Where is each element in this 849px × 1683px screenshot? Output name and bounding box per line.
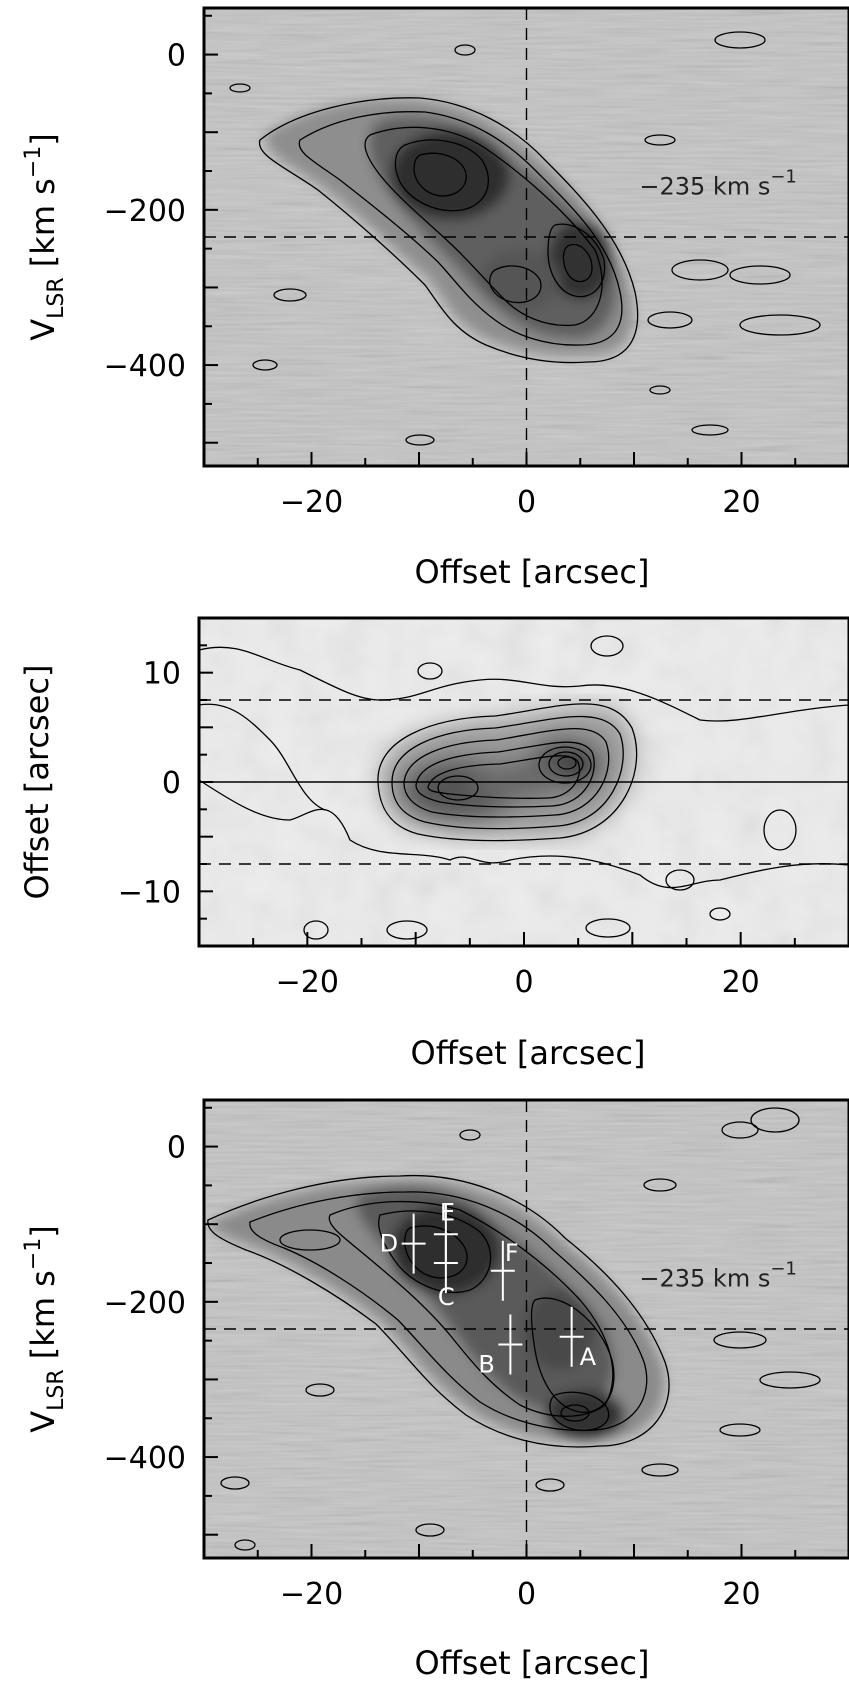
y-tick-label: −10 [118,875,181,910]
y-tick-label: 0 [167,1131,186,1166]
source-marker-F: F [490,1239,519,1301]
svg-text:B: B [478,1351,494,1379]
svg-text:F: F [505,1239,519,1267]
panel-bottom-annotation: −235 km s−1 [639,1258,797,1292]
panel-middle-plot-area [197,616,849,948]
x-tick-label: 20 [722,485,760,520]
y-tick-label: −200 [104,194,186,229]
panel-top-annotation: −235 km s−1 [639,166,797,200]
source-marker-D: D [380,1213,426,1274]
panel-top-x-axis-title: Offset [arcsec] [415,553,650,591]
source-marker-B: B [478,1314,523,1379]
source-marker-A: A [559,1306,597,1371]
x-tick-label: 0 [517,1577,536,1612]
panel-top-emission [264,99,634,356]
panel-middle-emission [380,706,635,837]
x-tick-label: −20 [276,965,339,1000]
panel-top-pv-diagram: −235 km s−1 −20 0 200−200−400 Offset [arcs… [21,6,849,591]
y-tick-label: 0 [162,766,181,801]
y-tick-label: 0 [167,39,186,74]
y-tick-label: −200 [104,1286,186,1321]
panel-bottom-y-axis-title: VLSR [km s−1] [21,1225,69,1433]
y-tick-label: 10 [143,657,181,692]
panel-bottom-x-axis-title: Offset [arcsec] [415,1644,650,1682]
panel-top-contours [229,31,821,446]
svg-text:D: D [380,1230,398,1258]
x-tick-label: −20 [280,485,343,520]
panel-bottom-contours [207,1107,821,1551]
x-tick-label: −20 [280,1577,343,1612]
panel-bottom-plot-area [202,1098,849,1560]
x-tick-label: 20 [722,1577,760,1612]
panel-middle-x-axis-title: Offset [arcsec] [411,1034,646,1072]
source-marker-E: E [433,1198,458,1265]
panel-top-plot-area [202,6,849,468]
x-tick-label: 0 [517,485,536,520]
panel-middle-spatial-map: −20 0 20 10 0 −10 Offset [arcsec] Offset [arc… [18,616,849,1072]
svg-text:A: A [580,1343,597,1371]
panel-middle-y-axis-title: Offset [arcsec] [18,665,56,900]
y-tick-label: −400 [104,1441,186,1476]
svg-text:E: E [440,1198,455,1226]
panel-top-y-axis-title: VLSR [km s−1] [21,133,69,341]
x-tick-label: 20 [722,965,760,1000]
panel-middle-contours [199,635,849,940]
svg-text:C: C [438,1283,455,1311]
x-tick-label: 0 [514,965,533,1000]
y-tick-label: −400 [104,349,186,384]
